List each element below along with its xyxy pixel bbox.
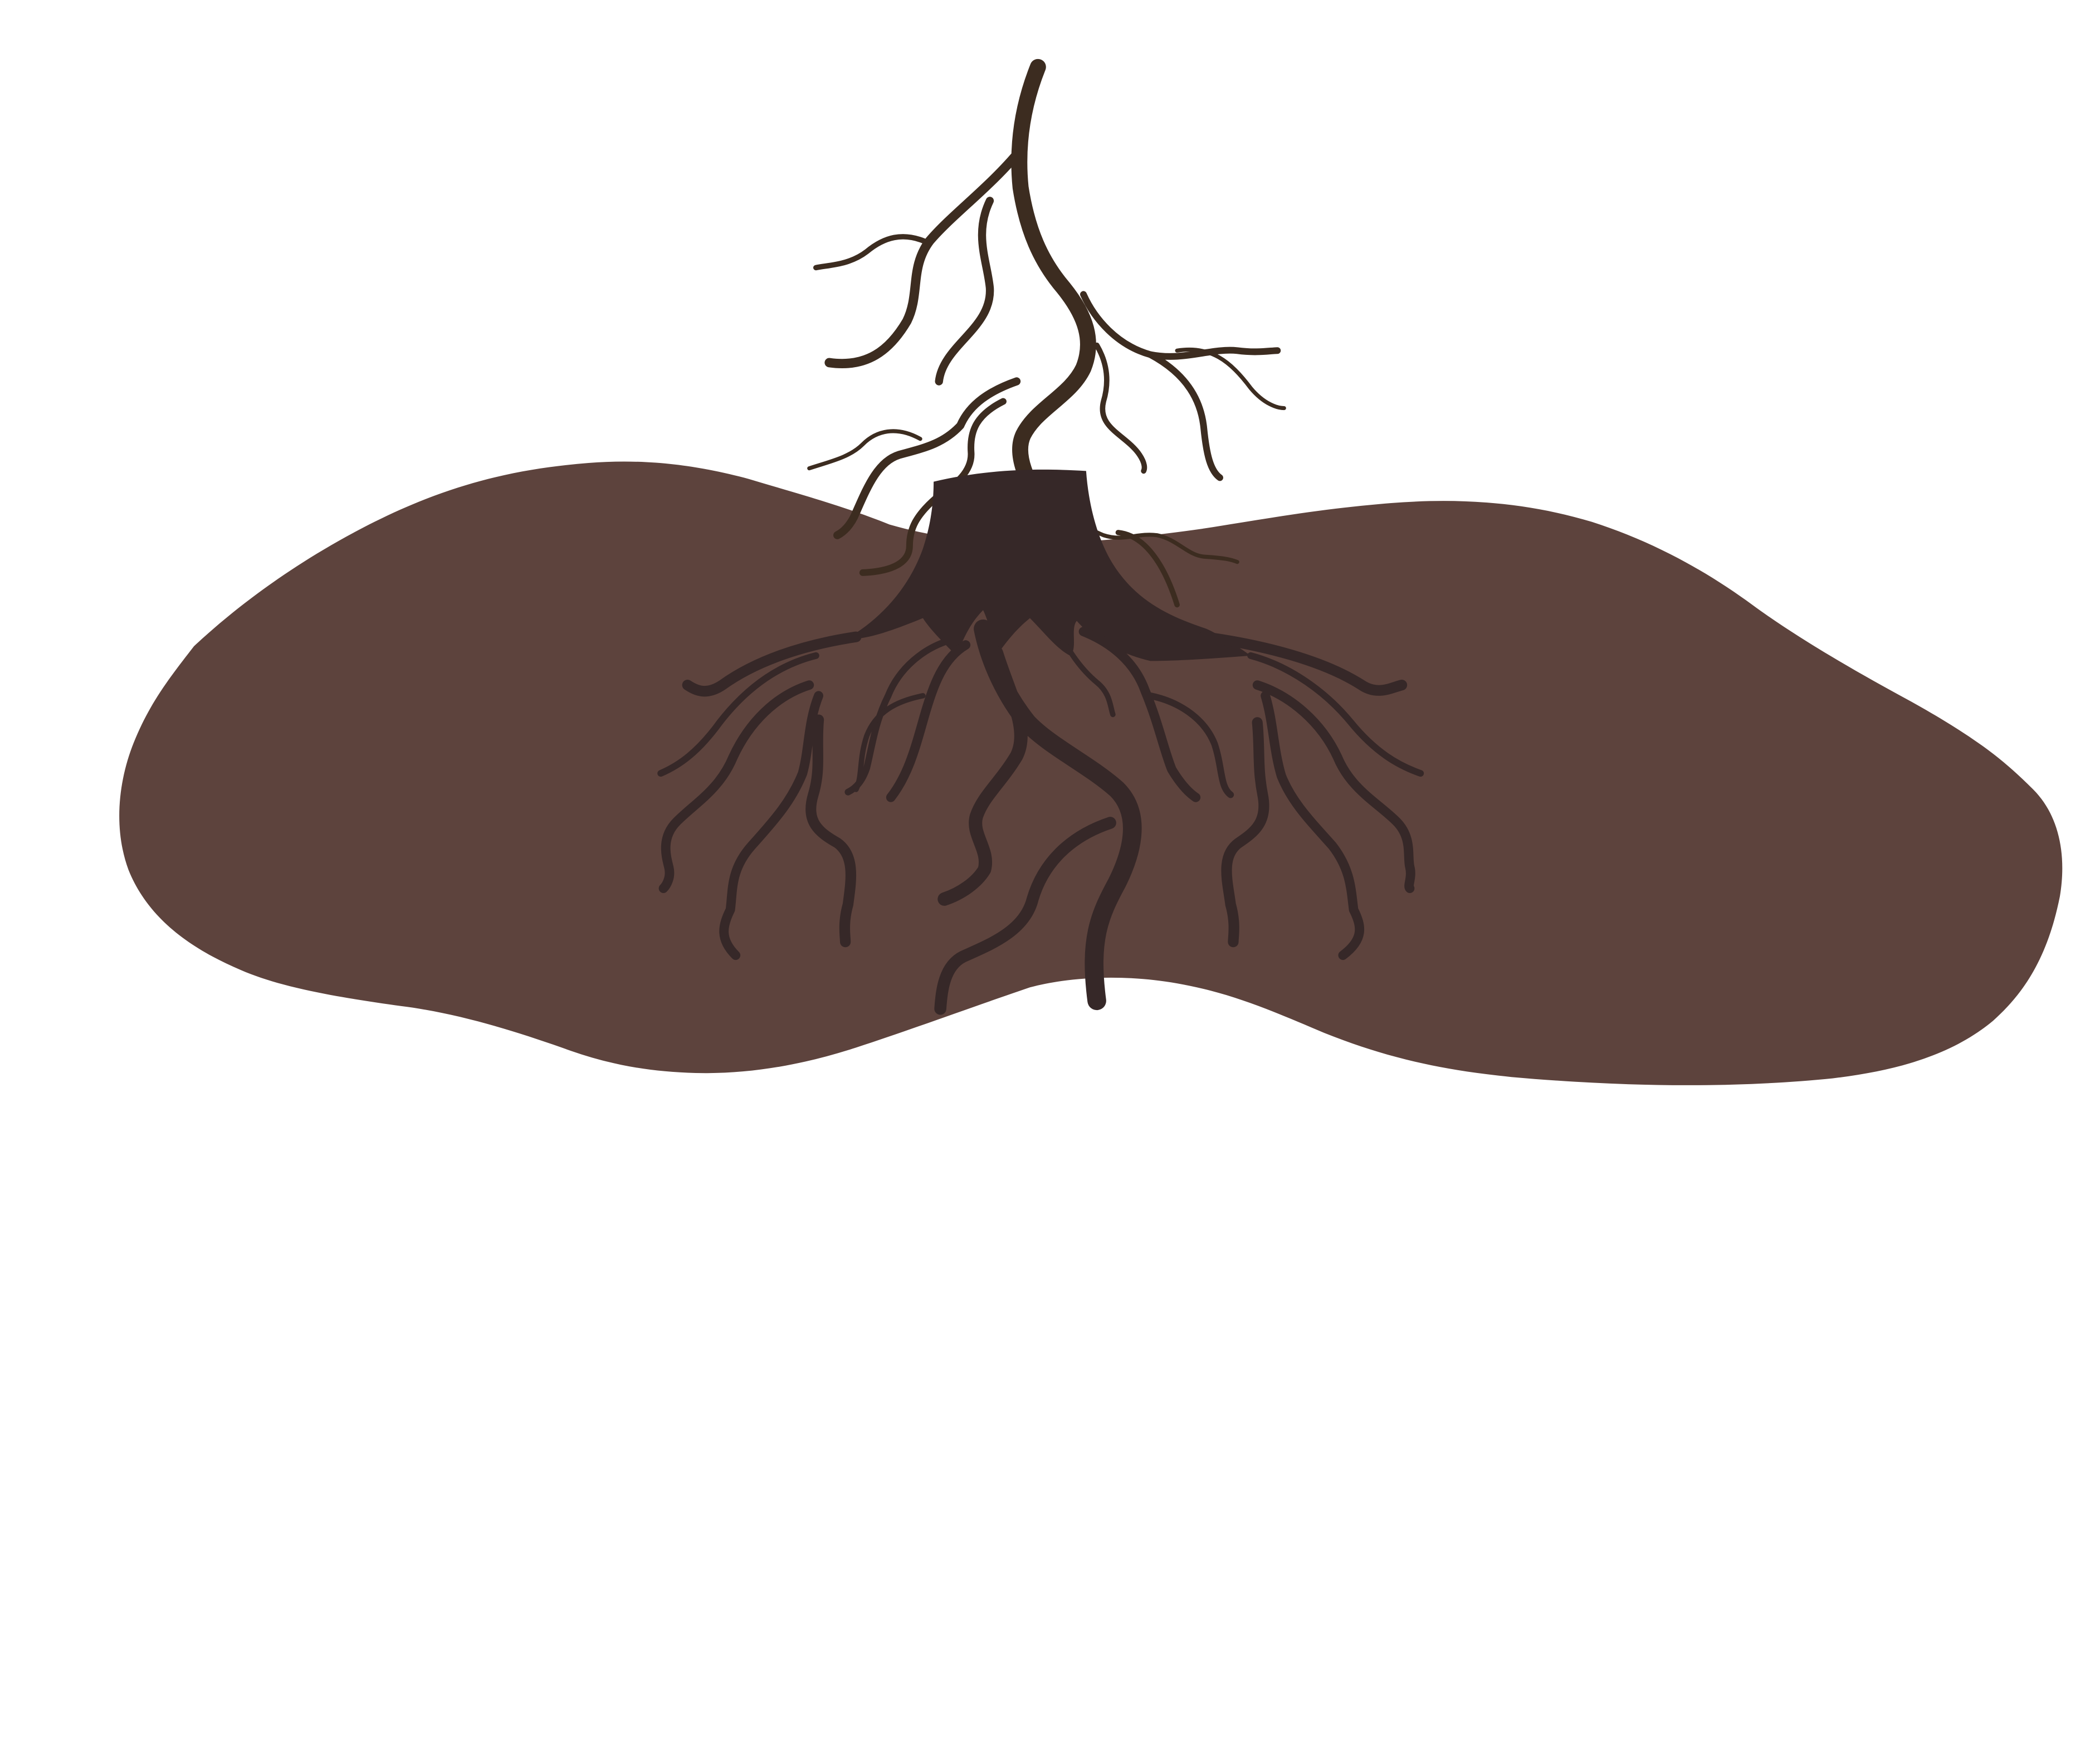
lower-root-system [657,619,1424,1015]
upper-root-system [807,58,1286,608]
tree-stump [845,469,1251,661]
